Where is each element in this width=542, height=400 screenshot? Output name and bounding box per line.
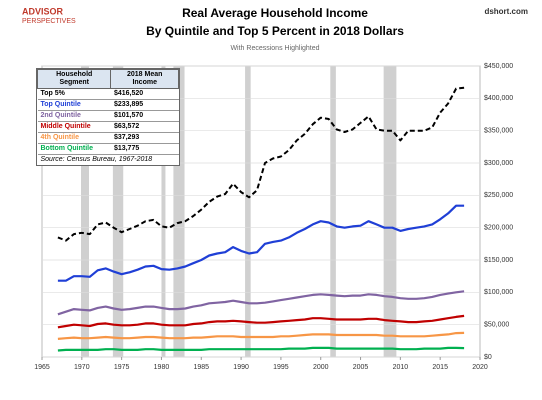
y-tick-label: $100,000: [484, 289, 513, 296]
chart-subtitle: With Recessions Highlighted: [230, 45, 319, 52]
legend-header: Household Segment: [36, 69, 112, 89]
chart-title: Real Average Household Income: [182, 6, 368, 20]
series-line: [57, 290, 465, 316]
legend-label: Bottom Quintile: [37, 143, 111, 155]
legend-header: 2018 Mean Income: [110, 69, 179, 89]
y-tick-label: $200,000: [484, 225, 513, 232]
legend-label: 2nd Quintile: [37, 110, 111, 122]
legend-row: 2nd Quintile $101,570: [37, 110, 179, 122]
recession-band: [173, 66, 185, 357]
series-line: [57, 346, 465, 352]
series-line: [57, 86, 465, 242]
y-tick-label: $150,000: [484, 257, 513, 264]
recession-band: [330, 66, 336, 357]
legend-value: $416,520: [110, 88, 179, 100]
x-tick-label: 1965: [34, 364, 50, 371]
x-tick-label: 2000: [313, 364, 329, 371]
legend-label: Top Quintile: [37, 99, 111, 111]
recession-band: [81, 66, 89, 357]
legend-label: Top 5%: [37, 88, 111, 100]
legend-label: 4th Quintile: [37, 132, 111, 144]
series-line: [57, 314, 465, 329]
legend-row: Top Quintile $233,895: [37, 99, 179, 111]
recession-band: [112, 66, 124, 357]
recession-band: [245, 66, 251, 357]
brand-sub: PERSPECTIVES: [22, 18, 76, 25]
series-line: [57, 204, 465, 282]
legend-value: $233,895: [110, 99, 179, 111]
y-tick-label: $0: [484, 354, 492, 361]
source: Source: Census Bureau, 1967-2018: [40, 156, 153, 163]
brand: ADVISOR: [22, 6, 64, 16]
y-tick-label: $50,000: [484, 322, 509, 329]
x-tick-label: 1975: [114, 364, 130, 371]
legend-row: 4th Quintile $37,293: [37, 132, 179, 144]
x-tick-label: 1970: [74, 364, 90, 371]
legend-label: Middle Quintile: [37, 121, 111, 133]
x-tick-label: 2015: [432, 364, 448, 371]
x-tick-label: 1985: [193, 364, 209, 371]
y-tick-label: $450,000: [484, 63, 513, 70]
recession-band: [383, 66, 397, 357]
x-tick-label: 1995: [273, 364, 289, 371]
y-tick-label: $350,000: [484, 128, 513, 135]
x-tick-label: 1980: [154, 364, 170, 371]
legend-value: $13,775: [110, 143, 179, 155]
x-tick-label: 1990: [233, 364, 249, 371]
legend-row: Middle Quintile $63,572: [37, 121, 179, 133]
chart-title-line2: By Quintile and Top 5 Percent in 2018 Do…: [146, 24, 404, 38]
x-tick-label: 2010: [393, 364, 409, 371]
y-tick-label: $400,000: [484, 95, 513, 102]
recession-band: [161, 66, 166, 357]
y-tick-label: $250,000: [484, 192, 513, 199]
site: dshort.com: [484, 7, 528, 16]
series-line: [57, 331, 465, 340]
legend-value: $37,293: [110, 132, 179, 144]
y-tick-label: $300,000: [484, 160, 513, 167]
x-tick-label: 2020: [472, 364, 488, 371]
legend-table: Household Segment 2018 Mean Income Top 5…: [36, 69, 179, 165]
legend-value: $63,572: [110, 121, 179, 133]
legend-row: Top 5% $416,520: [37, 88, 179, 100]
legend-row: Bottom Quintile $13,775: [37, 143, 179, 155]
legend-value: $101,570: [110, 110, 179, 122]
x-tick-label: 2005: [353, 364, 369, 371]
legend: Household Segment 2018 Mean Income Top 5…: [36, 68, 180, 166]
